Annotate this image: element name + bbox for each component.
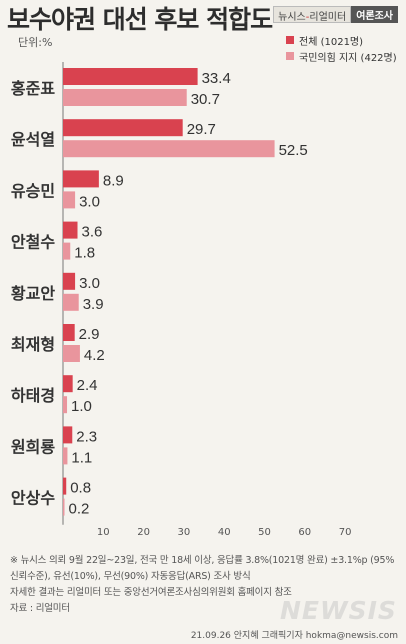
newsis-watermark: NEWSIS (280, 596, 397, 625)
bar-ppp (63, 293, 79, 311)
legend-label-ppp: 국민의힘 지지 (422명) (299, 52, 397, 64)
x-tick-label: 20 (137, 527, 150, 538)
value-label: 4.2 (84, 347, 105, 364)
bar-ppp (63, 396, 68, 414)
x-tick-label: 70 (339, 527, 352, 538)
bar-ppp (63, 191, 76, 209)
note-line-4: 자료 : 리얼미터 (10, 603, 70, 614)
category-label: 황교안 (11, 284, 55, 303)
value-label: 3.0 (79, 193, 100, 210)
x-tick-label: 50 (258, 527, 271, 538)
brand-newsis: 뉴시스 (278, 12, 306, 23)
value-label: 1.1 (71, 449, 92, 466)
value-label: 30.7 (191, 91, 220, 108)
category-label: 하태경 (11, 386, 55, 405)
legend-item-ppp: 국민의힘 지지 (422명) (286, 49, 397, 64)
x-tick-label: 40 (218, 527, 231, 538)
unit-label: 단위:% (18, 36, 53, 49)
x-tick-label: 60 (298, 527, 311, 538)
value-label: 3.0 (79, 275, 100, 292)
legend-swatch-total (286, 36, 294, 44)
category-label: 유승민 (11, 181, 55, 200)
brand-badge: 뉴시스-리얼미터 여론조사 (273, 6, 398, 23)
note-line-1: ※ 뉴시스 의뢰 9월 22일~23일, 전국 만 18세 이상, 응답률 3.… (10, 555, 395, 566)
value-label: 52.5 (279, 142, 308, 159)
category-label: 안철수 (11, 233, 55, 252)
brand-poll: 여론조사 (351, 6, 398, 23)
bar-total (63, 375, 73, 393)
x-tick-label: 30 (178, 527, 191, 538)
x-tick-label: 10 (97, 527, 110, 538)
category-label: 윤석열 (11, 130, 55, 149)
note-line-3: 자세한 결과는 리얼미터 또는 중앙선거여론조사심의위원회 홈페이지 참조 (10, 587, 292, 598)
category-label: 홍준표 (11, 79, 55, 98)
bar-total (63, 426, 73, 444)
legend: 전체 (1021명) 국민의힘 지지 (422명) (286, 33, 397, 65)
category-label: 원희룡 (11, 437, 55, 456)
legend-label-total: 전체 (1021명) (299, 36, 364, 48)
graphic-credit: 21.09.26 안지혜 그래픽기자 hokma@newsis.com (190, 631, 398, 641)
bar-total (63, 477, 67, 495)
category-label: 최재형 (11, 335, 55, 354)
value-label: 1.8 (74, 245, 95, 262)
value-label: 3.9 (83, 296, 104, 313)
brand-separator: - (305, 12, 310, 23)
value-label: 3.6 (82, 224, 103, 241)
bar-ppp (63, 242, 71, 260)
value-label: 2.9 (79, 326, 100, 343)
value-label: 0.8 (70, 480, 91, 497)
legend-item-total: 전체 (1021명) (286, 33, 397, 48)
bar-total (63, 221, 78, 239)
bar-ppp (63, 140, 275, 158)
bar-total (63, 119, 183, 137)
bar-total (63, 170, 99, 188)
legend-swatch-ppp (286, 52, 294, 60)
brand-realmeter: 리얼미터 (309, 12, 347, 23)
bar-ppp (63, 498, 65, 516)
note-line-2: 신뢰수준), 유선(10%), 무선(90%) 자동응답(ARS) 조사 방식 (10, 571, 251, 582)
value-label: 29.7 (187, 121, 216, 138)
bar-ppp (63, 447, 68, 465)
bar-total (63, 68, 198, 85)
value-label: 8.9 (103, 172, 124, 189)
bar-ppp (63, 345, 80, 362)
value-label: 2.3 (76, 428, 97, 445)
bar-ppp (63, 89, 187, 106)
chart-title: 보수야권 대선 후보 적합도 (7, 5, 273, 34)
brand-left: 뉴시스-리얼미터 (273, 6, 352, 23)
bar-total (63, 324, 75, 341)
bar-total (63, 272, 76, 290)
value-label: 1.0 (71, 398, 92, 415)
value-label: 33.4 (202, 70, 231, 87)
value-label: 0.2 (69, 501, 90, 518)
value-label: 2.4 (77, 377, 98, 394)
category-label: 안상수 (11, 489, 55, 508)
survey-notes: ※ 뉴시스 의뢰 9월 22일~23일, 전국 만 18세 이상, 응답률 3.… (10, 553, 402, 617)
